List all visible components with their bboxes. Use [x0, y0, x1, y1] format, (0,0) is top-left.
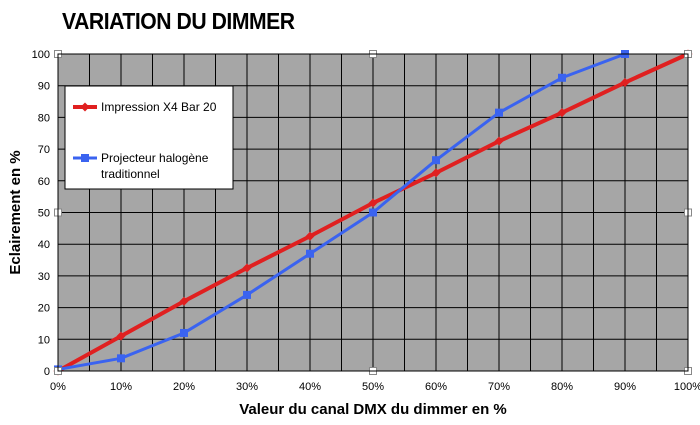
x-tick-label: 20% [173, 381, 195, 393]
data-point-diamond [431, 168, 441, 178]
data-point-diamond [242, 263, 252, 273]
x-tick-label: 30% [236, 381, 258, 393]
x-tick-label: 60% [425, 381, 447, 393]
data-point-diamond [116, 331, 126, 341]
y-tick-label: 0 [44, 366, 50, 378]
data-point-square [243, 290, 251, 299]
data-point-diamond [305, 231, 315, 241]
legend: Impression X4 Bar 20 Projecteur halogène t… [64, 85, 234, 190]
y-tick-label: 60 [38, 176, 50, 188]
data-point-square [306, 249, 314, 258]
data-point-square [495, 108, 503, 117]
data-point-square [81, 154, 89, 162]
data-point-square [117, 354, 125, 363]
y-tick-label: 80 [38, 112, 50, 124]
legend-symbol [73, 154, 97, 162]
data-point-diamond [80, 102, 90, 112]
x-tick-label: 0% [50, 381, 66, 393]
y-axis-title: Eclairement en % [7, 150, 24, 274]
legend-label: Impression X4 Bar 20 [101, 100, 217, 114]
y-tick-label: 50 [38, 208, 50, 220]
y-tick-label: 20 [38, 303, 50, 315]
x-tick-label: 10% [110, 381, 132, 393]
x-axis-title: Valeur du canal DMX du dimmer en % [239, 401, 507, 418]
data-point-square [432, 156, 440, 165]
data-point-square [369, 208, 377, 217]
chart-title: VARIATION DU DIMMER [62, 8, 295, 34]
data-point-square [180, 328, 188, 337]
legend-label: traditionnel [101, 167, 160, 181]
y-tick-label: 70 [38, 144, 50, 156]
data-point-diamond [620, 78, 630, 88]
legend-label: Projecteur halogène [101, 151, 209, 165]
x-tick-label: 80% [551, 381, 573, 393]
x-tick-label: 90% [614, 381, 636, 393]
x-tick-label: 70% [488, 381, 510, 393]
x-tick-label: 40% [299, 381, 321, 393]
data-point-diamond [494, 136, 504, 146]
y-tick-label: 30 [38, 271, 50, 283]
y-tick-label: 90 [38, 81, 50, 93]
data-point-diamond [368, 198, 378, 208]
series-group [53, 49, 693, 376]
x-tick-label: 50% [362, 381, 384, 393]
legend-symbol [73, 102, 97, 112]
y-tick-label: 10 [38, 334, 50, 346]
data-point-diamond [179, 296, 189, 306]
y-tick-label: 40 [38, 239, 50, 251]
data-point-diamond [557, 108, 567, 118]
axes: 0 10 20 30 40 50 60 70 80 90 100 0% 10% 20% 30% 40% 50% 6… [7, 49, 700, 418]
legend-box [64, 85, 234, 190]
y-tick-label: 100 [32, 49, 50, 61]
series-line [57, 52, 626, 371]
data-point-square [558, 73, 566, 82]
plot-border [57, 53, 689, 372]
x-tick-label: 100% [674, 381, 700, 393]
series-2 [54, 50, 629, 374]
